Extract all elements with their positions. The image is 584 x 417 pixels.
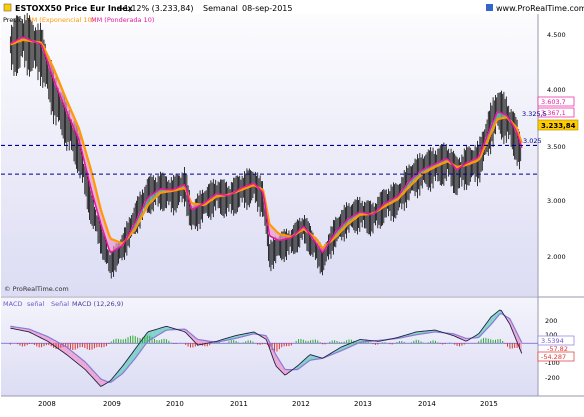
ma-fill-segment xyxy=(111,239,112,252)
legend-signal: señal xyxy=(27,300,44,308)
y-tick-label: 2.000 xyxy=(547,253,566,261)
date-text: 08-sep-2015 xyxy=(242,4,292,13)
x-tick-label: 2009 xyxy=(103,400,121,408)
macd-fill-segment xyxy=(198,340,199,345)
instrument-icon[interactable] xyxy=(4,4,11,11)
x-tick-label: 2015 xyxy=(480,400,498,408)
macd-tick-label: 200 xyxy=(545,317,557,325)
ma-fill-segment xyxy=(113,240,114,252)
macd-fill-segment xyxy=(311,355,312,360)
x-tick-label: 2013 xyxy=(354,400,372,408)
legend-signal2: Señal xyxy=(51,300,69,308)
y-tick-label: 3.000 xyxy=(547,197,566,205)
change-text: +1,12% (3.233,84) xyxy=(117,4,194,13)
macd-signal-label: 3.5394 xyxy=(541,337,564,345)
x-tick-label: 2012 xyxy=(292,400,310,408)
ma-fill-segment xyxy=(114,240,115,251)
y-tick-label: 4.500 xyxy=(547,31,566,39)
macd-legend: MACD señal Señal MACD (12,26,9) xyxy=(3,300,123,308)
watermark: © ProRealTime.com xyxy=(4,285,69,293)
legend-ema: MM (Exponencial 10) xyxy=(26,16,94,24)
y-tick-label: 3.500 xyxy=(547,143,566,151)
macd-tick-label: -200 xyxy=(545,374,560,382)
legend-wma: MM (Ponderada 10) xyxy=(91,16,154,24)
legend-params: MACD (12,26,9) xyxy=(72,300,123,308)
instrument-name: ESTOXX50 Price Eur Index xyxy=(15,4,134,13)
macd-line-label: -54.287 xyxy=(541,353,566,361)
label-hline-upper: 3.325,5 xyxy=(522,110,547,118)
label-hline-lower: 3.025 xyxy=(523,137,542,145)
x-tick-label: 2011 xyxy=(230,400,248,408)
x-tick-label: 2014 xyxy=(418,400,436,408)
x-tick-label: 2008 xyxy=(38,400,56,408)
brand-text: www.ProRealTime.com xyxy=(496,4,584,13)
x-tick-label: 2010 xyxy=(166,400,184,408)
label-last: 3.233,84 xyxy=(541,122,576,130)
legend-macd: MACD xyxy=(3,300,22,308)
label-high: 3.603,7 xyxy=(541,98,566,106)
period-text: Semanal xyxy=(203,4,238,13)
brand-icon xyxy=(486,4,493,11)
y-tick-label: 4.000 xyxy=(547,86,566,94)
